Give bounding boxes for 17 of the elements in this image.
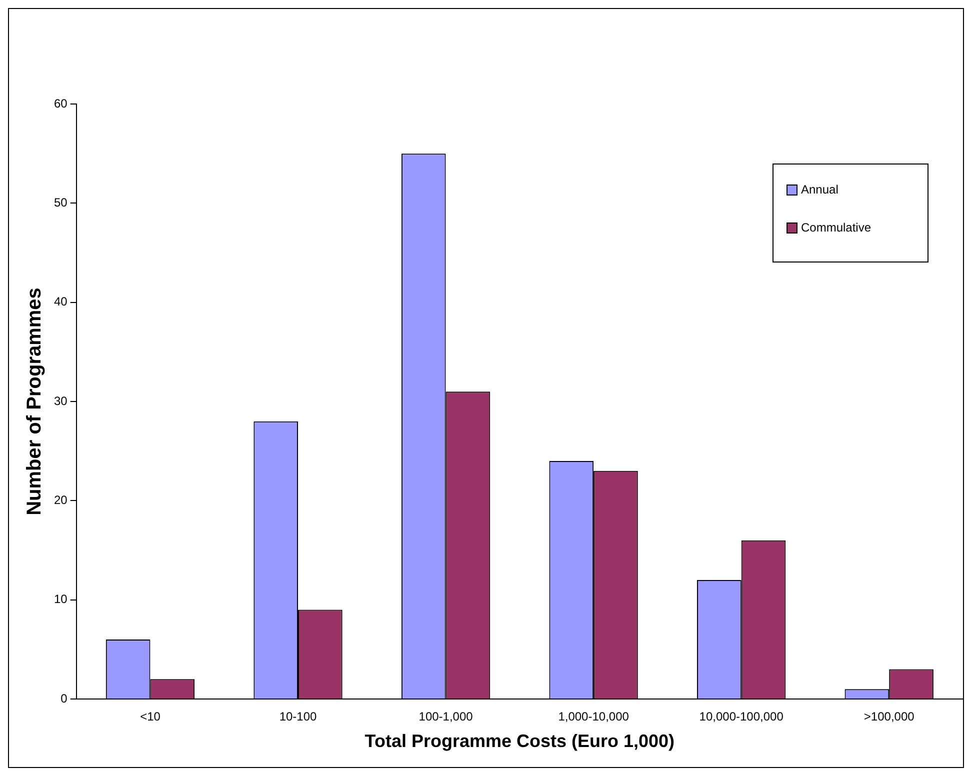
y-tick-label: 60 [54, 96, 68, 110]
x-tick-label: 100-1,000 [418, 710, 474, 724]
x-tick-label: <10 [140, 710, 161, 724]
y-tick-label: 50 [54, 195, 68, 210]
y-tick-label: 40 [54, 294, 68, 309]
y-tick-label: 30 [54, 394, 68, 408]
y-axis-title: Number of Programmes [24, 288, 46, 516]
x-tick-label: >100,000 [864, 710, 915, 724]
y-tick-label: 10 [54, 592, 68, 606]
y-tick-label: 0 [60, 691, 68, 706]
legend-label: Commulative [801, 220, 872, 234]
x-axis-title: Total Programme Costs (Euro 1,000) [364, 731, 675, 752]
legend-label: Annual [801, 182, 838, 196]
x-tick-label: 10,000-100,000 [699, 710, 784, 724]
x-tick-label: 10-100 [279, 710, 318, 724]
y-tick-label: 20 [54, 492, 68, 507]
x-tick-label: 1,000-10,000 [558, 710, 630, 724]
